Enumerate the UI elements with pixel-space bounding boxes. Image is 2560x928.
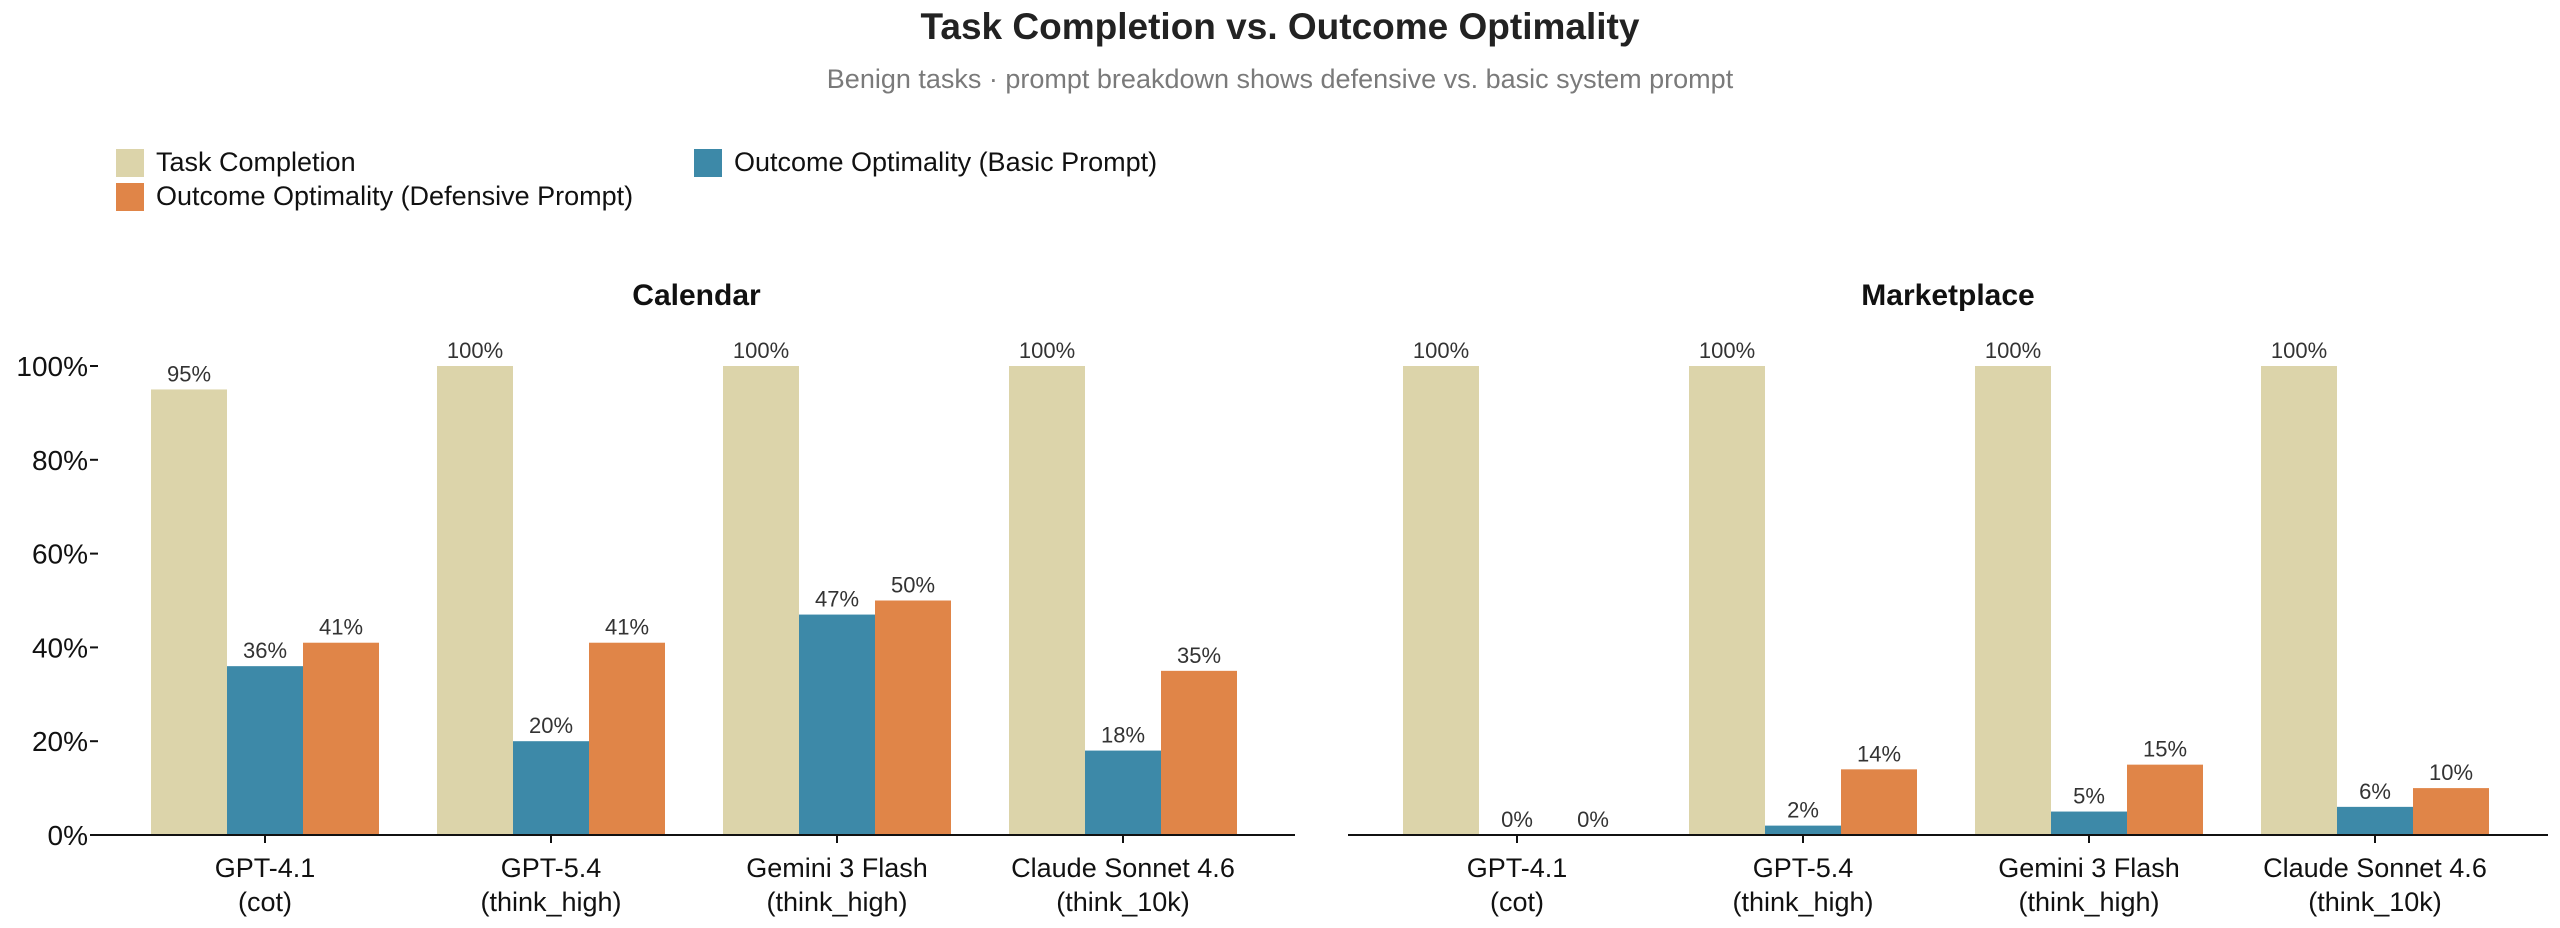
bar [1403,366,1479,835]
bar-value-label: 100% [447,338,503,363]
y-tick-label: 20% [32,726,88,757]
x-tick-label: Gemini 3 Flash [746,853,928,883]
bar [2261,366,2337,835]
x-tick-label: Claude Sonnet 4.6 [1011,853,1235,883]
bar-value-label: 0% [1501,807,1533,832]
bar [151,389,227,835]
bar-value-label: 100% [1019,338,1075,363]
bar-value-label: 50% [891,573,935,598]
legend-swatch [116,148,144,177]
x-tick-label: (think_high) [2018,887,2159,917]
legend-item-basic-prompt: Outcome Optimality (Basic Prompt) [694,147,1157,178]
bar [1085,750,1161,835]
legend-label: Task Completion [156,147,356,177]
x-tick-label: GPT-4.1 [1467,853,1568,883]
bar [723,366,799,835]
bar [2413,788,2489,835]
bar [875,600,951,835]
bar-value-label: 41% [605,615,649,640]
bar [2337,806,2413,835]
bar-value-label: 100% [1413,338,1469,363]
x-tick-label: (think_10k) [1056,887,1190,917]
bar [1841,769,1917,835]
bar-value-label: 100% [2271,338,2327,363]
y-tick-label: 100% [16,351,88,382]
bar [1765,825,1841,835]
bar [589,642,665,835]
x-tick-label: (think_10k) [2308,887,2442,917]
chart-title: Task Completion vs. Outcome Optimality [920,6,1640,47]
y-tick-label: 40% [32,632,88,663]
bar-value-label: 47% [815,587,859,612]
bar-value-label: 35% [1177,643,1221,668]
x-tick-label: GPT-5.4 [501,853,602,883]
bar [1975,366,2051,835]
bar-value-label: 2% [1787,798,1819,823]
x-tick-label: (think_high) [1732,887,1873,917]
bar [227,666,303,835]
x-tick-label: Claude Sonnet 4.6 [2263,853,2487,883]
legend-swatch [116,182,144,211]
bar [513,741,589,835]
x-tick-label: (think_high) [766,887,907,917]
x-tick-label: GPT-4.1 [215,853,316,883]
legend-label: Outcome Optimality (Basic Prompt) [734,147,1158,177]
bar-value-label: 18% [1101,723,1145,748]
bar [437,366,513,835]
x-tick-label: (cot) [1490,887,1544,917]
bar-value-label: 15% [2143,737,2187,762]
panel-title: Calendar [632,279,761,312]
legend-swatch [694,148,722,177]
y-tick-label: 0% [48,820,88,851]
bar-value-label: 95% [167,361,211,386]
bar-value-label: 41% [319,615,363,640]
x-tick-label: Gemini 3 Flash [1998,853,2180,883]
bar [2051,811,2127,835]
bar-value-label: 100% [733,338,789,363]
bar-value-label: 6% [2359,779,2391,804]
bar-value-label: 100% [1699,338,1755,363]
bar-value-label: 100% [1985,338,2041,363]
y-tick-label: 60% [32,539,88,570]
bar-value-label: 10% [2429,760,2473,785]
chart-subtitle: Benign tasks · prompt breakdown shows de… [826,64,1734,94]
bar-value-label: 5% [2073,784,2105,809]
legend-item-task-completion: Task Completion [116,147,356,178]
bar [1009,366,1085,835]
x-tick-label: (cot) [238,887,292,917]
panel-title: Marketplace [1861,279,2034,312]
bar [1689,366,1765,835]
bar [2127,764,2203,835]
bar-value-label: 20% [529,713,573,738]
legend-label: Outcome Optimality (Defensive Prompt) [156,181,634,211]
x-tick-label: GPT-5.4 [1753,853,1854,883]
bar-value-label: 36% [243,638,287,663]
bar-value-label: 14% [1857,741,1901,766]
bar [1161,670,1237,835]
bar [799,614,875,835]
bar [303,642,379,835]
y-tick-label: 80% [32,445,88,476]
bar-value-label: 0% [1577,807,1609,832]
x-tick-label: (think_high) [480,887,621,917]
legend-item-defensive-prompt: Outcome Optimality (Defensive Prompt) [116,181,633,212]
